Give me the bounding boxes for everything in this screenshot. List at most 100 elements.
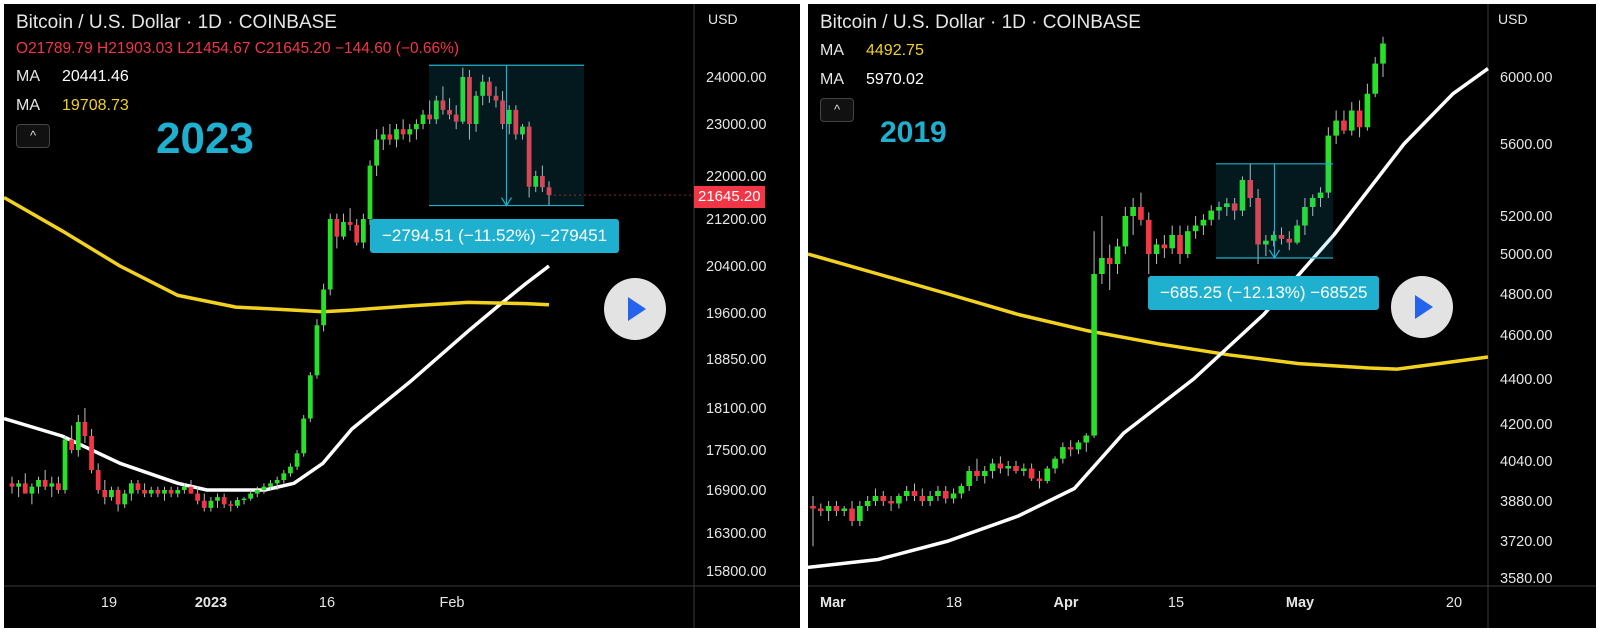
- y-tick-label: 20400.00: [706, 259, 766, 275]
- candle-body: [294, 453, 300, 467]
- y-tick-label: 24000.00: [706, 70, 766, 86]
- y-tick-label: 3580.00: [1500, 571, 1552, 587]
- candle-body: [208, 500, 214, 508]
- symbol-title[interactable]: Bitcoin / U.S. Dollar · 1D · COINBASE: [16, 12, 337, 33]
- candle-body: [1052, 458, 1058, 469]
- chart-panel-left[interactable]: USD 24000.00 23000.00 22000.00 21200.00 20400…: [4, 4, 800, 628]
- candle-body: [261, 486, 267, 490]
- candle-body: [394, 129, 399, 140]
- candle-body: [1239, 180, 1246, 211]
- candle-body: [162, 490, 167, 494]
- candle-body: [274, 480, 280, 484]
- candle-body: [974, 471, 980, 476]
- candle-body: [1247, 180, 1254, 198]
- chevron-up-icon[interactable]: ^: [820, 98, 854, 122]
- candle-body: [880, 496, 887, 501]
- candle-body: [1091, 274, 1097, 436]
- y-tick-label: 16300.00: [706, 526, 766, 542]
- candle-body: [1341, 120, 1347, 131]
- candle-body: [128, 483, 134, 494]
- year-label: 2023: [156, 114, 254, 163]
- play-icon[interactable]: [604, 278, 666, 340]
- moving-average-line: [808, 67, 1490, 570]
- ma-legend-1[interactable]: MA 20441.46: [16, 68, 129, 86]
- candle-body: [1075, 442, 1082, 450]
- candle-body: [888, 501, 894, 504]
- ma-legend-2[interactable]: MA 19708.73: [16, 97, 129, 115]
- candle-body: [935, 491, 941, 496]
- candle-body: [506, 109, 512, 124]
- candle-body: [155, 490, 161, 494]
- candle-body: [533, 176, 539, 187]
- candle-body: [142, 490, 147, 494]
- candle-body: [115, 490, 121, 505]
- ma-legend-1[interactable]: MA 4492.75: [820, 42, 924, 60]
- candle-body: [334, 219, 340, 237]
- ma-label: MA: [16, 97, 40, 114]
- y-tick-label: 5200.00: [1500, 209, 1552, 225]
- candle-body: [453, 114, 459, 122]
- candle-body: [896, 496, 902, 504]
- candle-body: [1216, 207, 1222, 211]
- candle-body: [241, 498, 247, 501]
- x-tick-label: 2023: [195, 595, 227, 611]
- candle-body: [857, 506, 863, 521]
- y-tick-label: 5600.00: [1500, 137, 1552, 153]
- y-tick-label: 19600.00: [706, 306, 766, 322]
- candle-body: [1294, 225, 1300, 243]
- candle-body: [1044, 468, 1051, 481]
- chart-canvas-left[interactable]: USD 24000.00 23000.00 22000.00 21200.00 20400…: [4, 4, 800, 628]
- candle-body: [810, 506, 816, 509]
- chevron-up-icon[interactable]: ^: [16, 124, 50, 148]
- ma-legend-2[interactable]: MA 5970.02: [820, 71, 924, 89]
- candle-body: [1333, 120, 1339, 136]
- candle-body: [1177, 235, 1183, 254]
- low-value: 21454.67: [185, 40, 251, 57]
- candle-body: [314, 325, 320, 376]
- x-tick-label: 16: [319, 595, 335, 611]
- y-tick-label: 23000.00: [706, 117, 766, 133]
- candle-body: [1036, 478, 1043, 481]
- candle-body: [148, 490, 154, 494]
- candle-body: [62, 439, 68, 490]
- candle-body: [367, 165, 373, 219]
- x-tick-label: 20: [1446, 595, 1462, 611]
- moving-average-line: [4, 195, 550, 314]
- candle-body: [1286, 238, 1293, 243]
- candle-body: [1208, 210, 1215, 220]
- candle-body: [327, 219, 333, 290]
- candle-body: [301, 418, 307, 454]
- chart-canvas-right[interactable]: USD 6000.00 5600.00 5200.00 5000.00 4800.00 46…: [808, 4, 1596, 628]
- last-price-badge: 21645.20: [694, 186, 765, 208]
- symbol-title[interactable]: Bitcoin / U.S. Dollar · 1D · COINBASE: [820, 12, 1141, 33]
- candle-body: [1192, 225, 1199, 232]
- y-tick-label: 18100.00: [706, 401, 766, 417]
- candle-body: [201, 500, 207, 508]
- measure-label[interactable]: −2794.51 (−11.52%) −279451: [370, 219, 620, 253]
- candle-body: [122, 493, 128, 505]
- candle-body: [546, 187, 552, 196]
- candle-body: [903, 491, 910, 496]
- measure-label[interactable]: −685.25 (−12.13%) −68525: [1148, 276, 1380, 310]
- candle-body: [36, 480, 41, 487]
- chart-panel-right[interactable]: USD 6000.00 5600.00 5200.00 5000.00 4800.00 46…: [808, 4, 1596, 628]
- candle-body: [181, 486, 187, 490]
- measure-arrow-head: [1268, 249, 1281, 260]
- candle-body: [989, 463, 996, 471]
- play-icon[interactable]: [1391, 276, 1453, 338]
- candle-body: [981, 471, 988, 476]
- candle-body: [42, 480, 48, 487]
- candle-body: [1224, 203, 1230, 207]
- candle-body: [414, 124, 419, 130]
- x-tick-label: 18: [946, 595, 962, 611]
- candle-body: [841, 508, 848, 511]
- candle-body: [347, 221, 353, 225]
- candle-body: [440, 100, 446, 110]
- candle-body: [29, 486, 35, 494]
- candle-body: [825, 506, 832, 511]
- close-label: C: [254, 40, 266, 57]
- candle-body: [9, 483, 15, 487]
- candle-body: [95, 470, 101, 490]
- ma-value: 5970.02: [866, 71, 924, 88]
- candle-body: [513, 109, 519, 135]
